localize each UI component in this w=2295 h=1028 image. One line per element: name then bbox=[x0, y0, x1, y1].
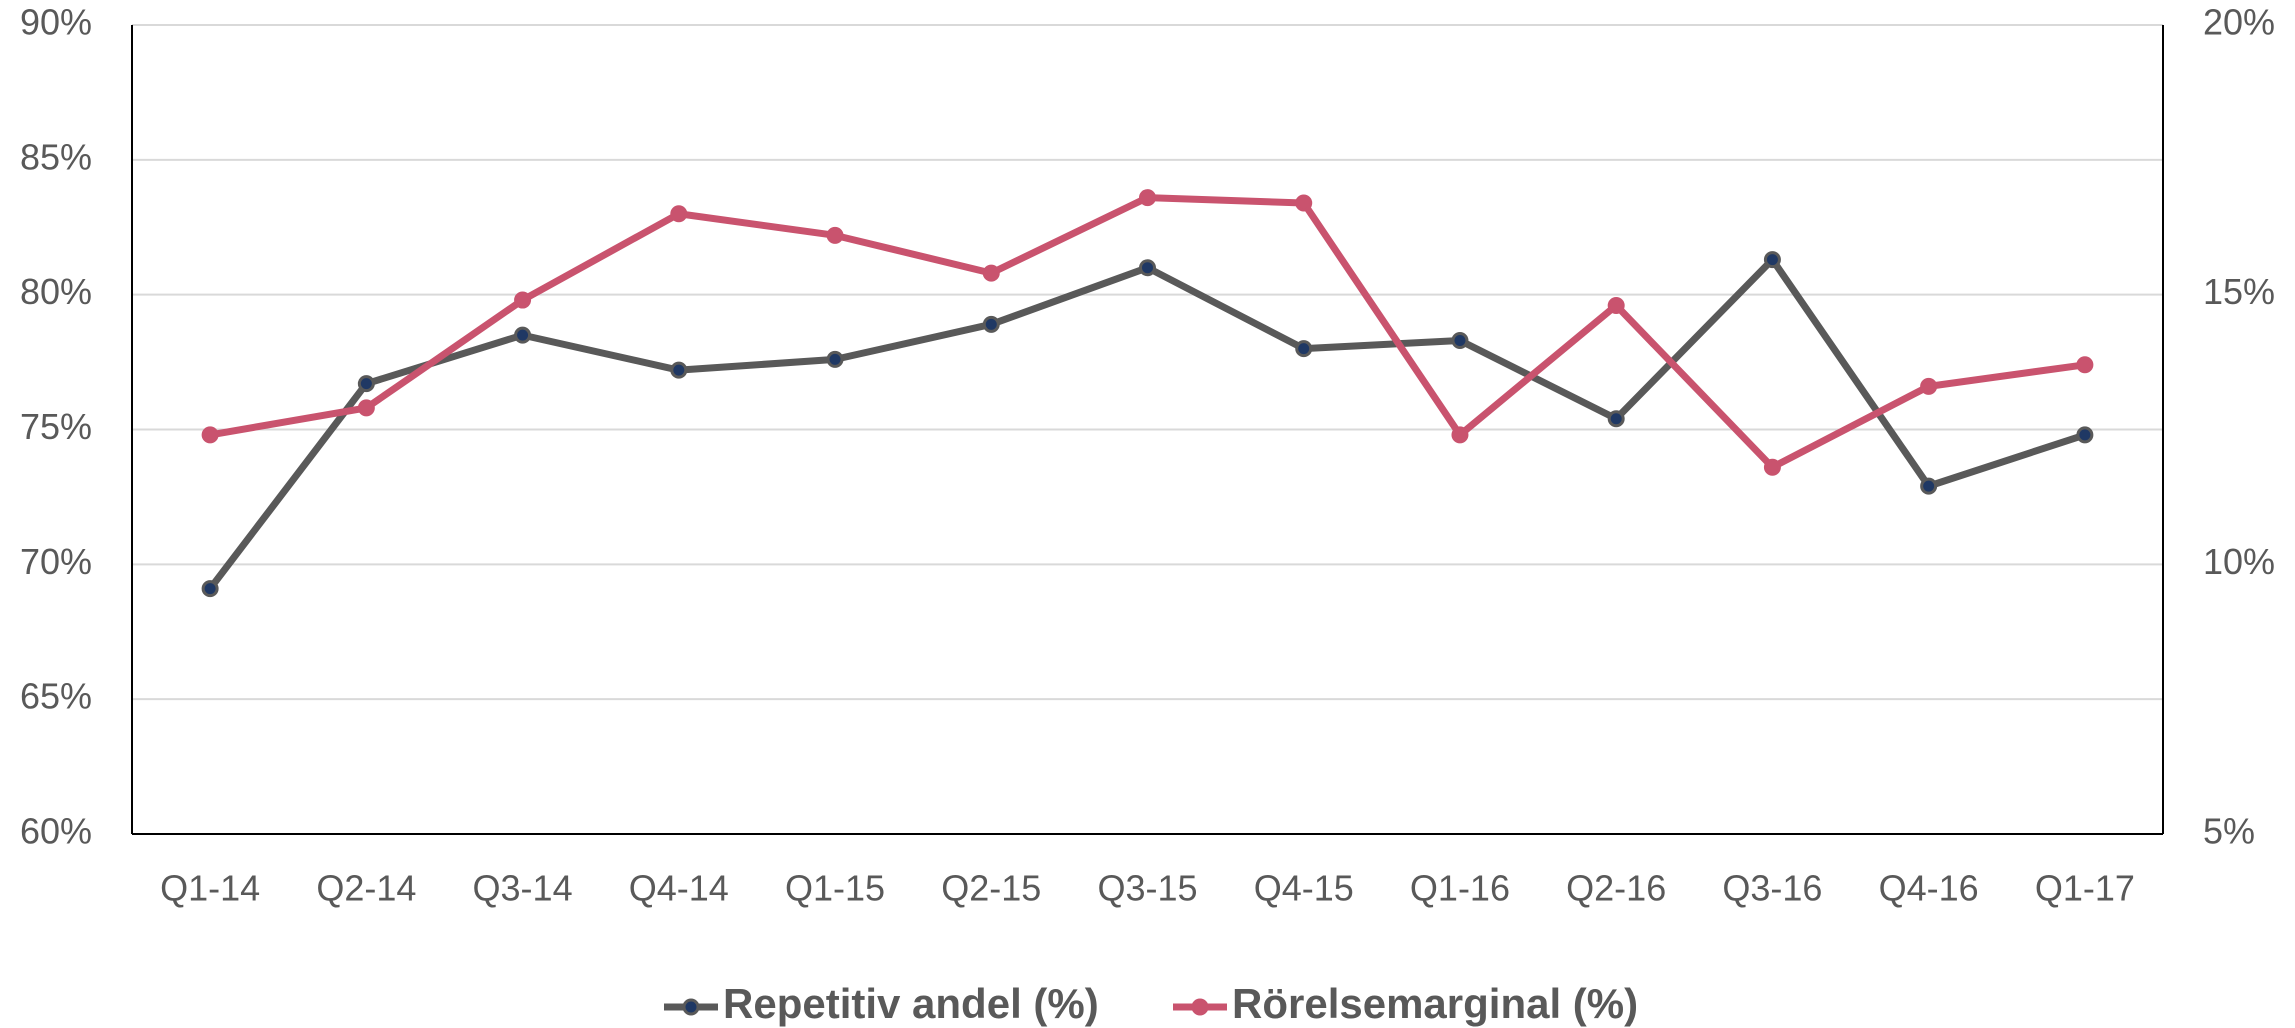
data-point bbox=[514, 326, 532, 344]
y-tick-label: 60% bbox=[20, 811, 92, 852]
data-point bbox=[1139, 259, 1156, 277]
x-tick-label: Q3-16 bbox=[1722, 868, 1822, 909]
x-tick-label: Q1-16 bbox=[1410, 868, 1510, 909]
legend-label: Repetitiv andel (%) bbox=[723, 980, 1099, 1027]
data-point bbox=[357, 399, 375, 417]
x-tick-label: Q4-15 bbox=[1254, 868, 1354, 909]
y2-tick-label: 10% bbox=[2203, 541, 2275, 582]
y2-tick-label: 5% bbox=[2203, 811, 2255, 852]
data-point bbox=[1451, 426, 1469, 444]
y2-tick-label: 15% bbox=[2203, 271, 2275, 312]
y-tick-label: 75% bbox=[20, 406, 92, 447]
data-point bbox=[1607, 410, 1625, 428]
data-point bbox=[826, 226, 844, 244]
legend-label: Rörelsemarginal (%) bbox=[1232, 980, 1638, 1027]
data-point bbox=[826, 350, 844, 368]
y-tick-label: 90% bbox=[20, 2, 92, 43]
data-point bbox=[982, 264, 1000, 282]
data-point bbox=[357, 375, 375, 393]
y2-tick-label: 20% bbox=[2203, 2, 2275, 43]
x-tick-label: Q2-16 bbox=[1566, 868, 1666, 909]
data-point bbox=[201, 426, 219, 444]
x-tick-label: Q4-16 bbox=[1879, 868, 1979, 909]
data-point bbox=[1763, 458, 1781, 476]
x-tick-label: Q1-14 bbox=[160, 868, 260, 909]
y-tick-label: 85% bbox=[20, 136, 92, 177]
data-point bbox=[1920, 377, 1938, 395]
y-tick-label: 65% bbox=[20, 676, 92, 717]
x-tick-label: Q3-14 bbox=[473, 868, 573, 909]
data-point bbox=[670, 205, 688, 223]
data-point bbox=[2076, 426, 2094, 444]
legend-marker bbox=[1191, 998, 1209, 1016]
x-tick-label: Q1-15 bbox=[785, 868, 885, 909]
x-tick-label: Q3-15 bbox=[1097, 868, 1197, 909]
y-tick-label: 80% bbox=[20, 271, 92, 312]
legend-marker bbox=[682, 998, 700, 1016]
x-tick-label: Q2-15 bbox=[941, 868, 1041, 909]
x-tick-label: Q1-17 bbox=[2035, 868, 2135, 909]
series-line bbox=[207, 256, 2086, 591]
data-point bbox=[1920, 477, 1938, 495]
data-point bbox=[1607, 296, 1625, 314]
x-tick-label: Q4-14 bbox=[629, 868, 729, 909]
data-point bbox=[1139, 189, 1156, 207]
data-point bbox=[1451, 332, 1469, 350]
data-point bbox=[982, 315, 1000, 333]
data-point bbox=[2076, 356, 2094, 374]
data-point bbox=[1763, 251, 1781, 269]
data-point bbox=[514, 291, 532, 309]
data-point bbox=[670, 361, 688, 379]
data-point bbox=[201, 580, 219, 598]
data-point bbox=[1295, 194, 1313, 212]
y-tick-label: 70% bbox=[20, 541, 92, 582]
data-point bbox=[1295, 340, 1313, 358]
series-line bbox=[209, 194, 2086, 471]
x-tick-label: Q2-14 bbox=[316, 868, 416, 909]
